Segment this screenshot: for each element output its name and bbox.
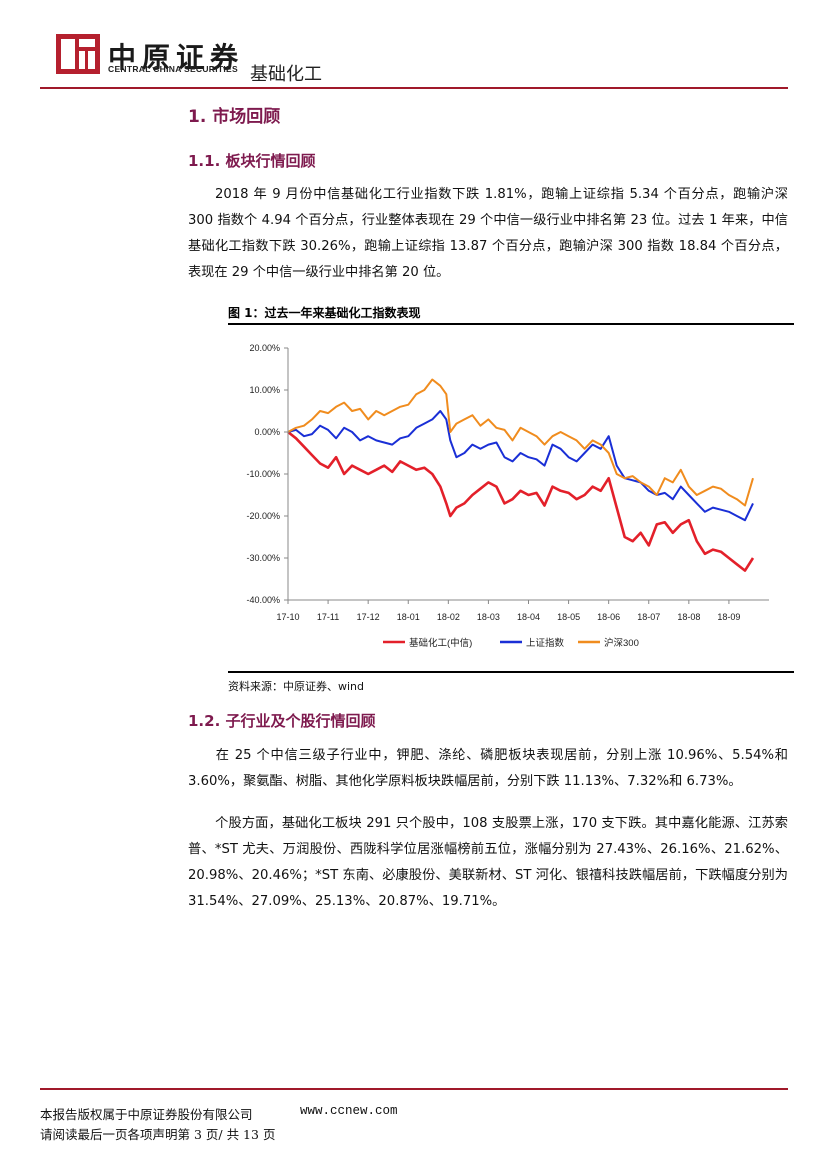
index-performance-chart: 20.00% 10.00% 0.00% -10.00% -20.00% -30.00% -4… <box>246 343 769 649</box>
series-line-3 <box>287 378 754 507</box>
footer-page-note: 请阅读最后一页各项声明第 3 页/ 共 13 页 <box>40 1127 276 1142</box>
x-tick-label: 18-05 <box>557 612 580 622</box>
x-tick-label: 17-12 <box>357 612 380 622</box>
section-heading-market-review: 1. 市场回顾 <box>188 107 281 127</box>
series-line-1 <box>287 430 755 572</box>
figure-bottom-rule <box>228 671 794 673</box>
x-tick-label: 18-01 <box>397 612 420 622</box>
x-tick-label: 18-06 <box>597 612 620 622</box>
logo-chinese-name: 中原证券 <box>108 41 245 74</box>
subsector-paragraph: 在 25 个中信三级子行业中，钾肥、涤纶、磷肥板块表现居前，分别上涨 10.96… <box>188 748 788 789</box>
company-logo-icon <box>56 34 100 74</box>
y-tick-label: 10.00% <box>249 385 280 395</box>
figure-top-rule <box>228 323 794 325</box>
section-heading-subsector-review: 1.2. 子行业及个股行情回顾 <box>188 712 376 730</box>
footer-copyright: 本报告版权属于中原证券股份有限公司 <box>40 1107 253 1122</box>
x-tick-label: 18-08 <box>677 612 700 622</box>
logo-english-name: CENTRAL CHINA SECURITIES <box>108 64 238 74</box>
legend-label: 上证指数 <box>526 637 565 649</box>
footer-website-link[interactable]: www.ccnew.com <box>300 1104 398 1118</box>
series-line-2 <box>287 410 754 522</box>
x-tick-label: 18-03 <box>477 612 500 622</box>
figure-title: 图 1：过去一年来基础化工指数表现 <box>228 306 421 320</box>
y-tick-label: -20.00% <box>246 511 280 521</box>
sector-review-paragraph: 2018 年 9 月份中信基础化工行业指数下跌 1.81%，跑输上证综指 5.3… <box>188 187 788 280</box>
y-tick-label: 0.00% <box>254 427 280 437</box>
section-heading-sector-review: 1.1. 板块行情回顾 <box>188 152 316 170</box>
header-divider <box>40 87 788 89</box>
x-tick-label: 17-10 <box>276 612 299 622</box>
stocks-paragraph: 个股方面，基础化工板块 291 只个股中，108 支股票上涨，170 支下跌。其… <box>188 816 788 909</box>
footer-divider <box>40 1088 788 1090</box>
legend-label: 沪深300 <box>604 637 639 649</box>
y-tick-label: -10.00% <box>246 469 280 479</box>
y-tick-label: -40.00% <box>246 595 280 605</box>
legend-label: 基础化工(中信) <box>409 637 472 649</box>
figure-source-note: 资料来源：中原证券、wind <box>228 680 365 693</box>
x-tick-label: 17-11 <box>317 612 339 622</box>
x-tick-label: 18-04 <box>517 612 540 622</box>
x-tick-label: 18-07 <box>637 612 660 622</box>
y-tick-label: -30.00% <box>246 553 280 563</box>
y-tick-label: 20.00% <box>249 343 280 353</box>
x-tick-label: 18-02 <box>437 612 460 622</box>
x-tick-label: 18-09 <box>717 612 740 622</box>
report-sector-label: 基础化工 <box>250 64 322 85</box>
